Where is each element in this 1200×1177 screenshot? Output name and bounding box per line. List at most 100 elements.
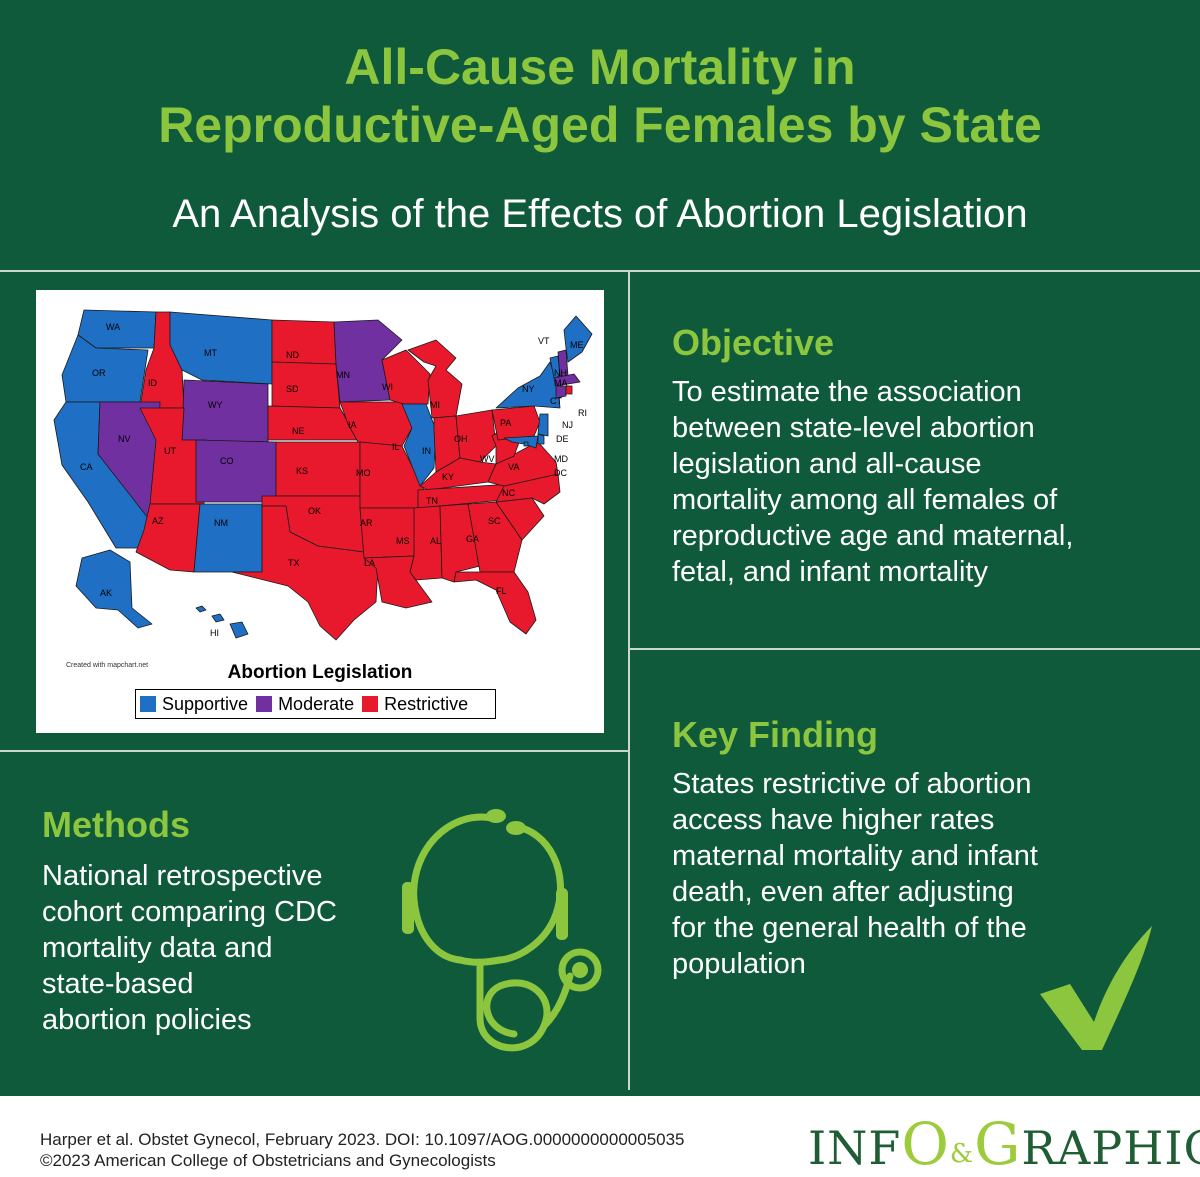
label-ca: CA (80, 462, 93, 472)
label-ct: CT (550, 396, 562, 406)
label-ga: GA (466, 534, 479, 544)
legend-title: Abortion Legislation (227, 662, 413, 683)
map-legend: Supportive Moderate Restrictive (135, 689, 496, 719)
methods-line: state-based (42, 968, 194, 1000)
objective-text: To estimate the association between stat… (672, 374, 1073, 590)
logo-part: INF (808, 1121, 902, 1175)
objective-line: reproductive age and maternal, (672, 520, 1074, 552)
label-ne: NE (292, 426, 305, 436)
stethoscope-icon (402, 809, 602, 1052)
label-ms: MS (396, 536, 410, 546)
methods-line: cohort comparing CDC (42, 896, 337, 928)
label-md: MD (554, 454, 568, 464)
label-mn: MN (336, 370, 350, 380)
state-nd (271, 319, 337, 365)
title-line-1: All-Cause Mortality in (344, 39, 856, 95)
methods-line: abortion policies (42, 1004, 252, 1036)
label-de: DE (556, 434, 569, 444)
us-map-card: WA OR CA ID NV MT WY UT CO AZ NM ND SD N… (36, 290, 604, 733)
divider-right (628, 648, 1200, 650)
methods-line: National retrospective (42, 860, 323, 892)
state-oh (455, 409, 497, 463)
swatch-restrictive (362, 696, 379, 712)
state-hi (195, 605, 249, 639)
label-nm: NM (214, 518, 228, 528)
divider-header (0, 270, 1200, 272)
state-ks (275, 441, 361, 497)
label-sc: SC (488, 516, 501, 526)
label-ny: NY (522, 384, 535, 394)
state-md (503, 435, 539, 449)
label-al: AL (430, 536, 441, 546)
logo-part: & (949, 1139, 975, 1169)
key-finding-text: States restrictive of abortion access ha… (672, 766, 1038, 982)
key-finding-line: maternal mortality and infant (672, 840, 1038, 872)
objective-line: To estimate the association (672, 376, 1022, 408)
us-map: WA OR CA ID NV MT WY UT CO AZ NM ND SD N… (53, 309, 593, 641)
state-de (537, 433, 545, 445)
page-subtitle: An Analysis of the Effects of Abortion L… (172, 192, 1028, 236)
state-wa (77, 309, 157, 349)
label-wi: WI (382, 382, 393, 392)
state-nm (193, 503, 263, 573)
logo-part: O (901, 1110, 950, 1177)
legend-item-supportive: Supportive (140, 694, 248, 715)
label-nc: NC (502, 488, 515, 498)
methods-line: mortality data and (42, 932, 273, 964)
state-ri (565, 385, 573, 395)
label-ia: IA (348, 420, 357, 430)
label-in: IN (422, 446, 431, 456)
label-ky: KY (442, 472, 454, 482)
key-finding-line: access have higher rates (672, 804, 995, 836)
key-finding-line: States restrictive of abortion (672, 768, 1032, 800)
checkmark-icon (1040, 926, 1152, 1050)
label-nd: ND (286, 350, 299, 360)
legend-label: Moderate (278, 693, 355, 714)
objective-line: between state-level abortion (672, 412, 1035, 444)
copyright: ©2023 American College of Obstetricians … (40, 1151, 496, 1170)
state-fl (453, 571, 537, 635)
label-ri: RI (578, 408, 587, 418)
label-va: VA (508, 462, 519, 472)
state-va (487, 441, 559, 487)
logo-part: RAPHIC (1021, 1121, 1200, 1175)
methods-heading: Methods (42, 804, 190, 845)
label-me: ME (570, 340, 584, 350)
legend-item-restrictive: Restrictive (362, 694, 468, 715)
label-co: CO (220, 456, 234, 466)
label-hi: HI (210, 628, 219, 638)
label-sd: SD (286, 384, 299, 394)
label-mo: MO (356, 468, 371, 478)
state-ak (75, 549, 153, 629)
label-ks: KS (296, 466, 308, 476)
label-ma: MA (554, 378, 568, 388)
legend-item-moderate: Moderate (256, 694, 354, 715)
state-ct (555, 385, 567, 399)
logo-part: G (974, 1110, 1022, 1177)
title-line-2: Reproductive-Aged Females by State (158, 97, 1042, 153)
state-tx (231, 505, 379, 641)
label-or: OR (92, 368, 106, 378)
citation: Harper et al. Obstet Gynecol, February 2… (40, 1130, 685, 1149)
infographic-logo: INFO&GRAPHIC (808, 1115, 1200, 1177)
key-finding-line: for the general health of the (672, 912, 1027, 944)
state-nj (537, 413, 549, 437)
label-tn: TN (426, 496, 438, 506)
label-wv: WV (480, 454, 495, 464)
state-dc (523, 441, 529, 447)
methods-text: National retrospective cohort comparing … (42, 858, 337, 1038)
label-il: IL (392, 442, 400, 452)
label-tx: TX (288, 558, 300, 568)
state-mt (169, 311, 273, 385)
map-credit: Created with mapchart.net (66, 662, 149, 669)
state-me (563, 315, 593, 363)
label-dc: DC (554, 468, 567, 478)
page-title: All-Cause Mortality in Reproductive-Aged… (0, 38, 1200, 154)
state-ar (359, 507, 419, 559)
label-wa: WA (106, 322, 120, 332)
divider-left (0, 750, 628, 752)
infographic-panel: All-Cause Mortality in Reproductive-Aged… (0, 0, 1200, 1096)
label-la: LA (364, 558, 375, 568)
label-fl: FL (496, 586, 507, 596)
label-wy: WY (208, 400, 223, 410)
